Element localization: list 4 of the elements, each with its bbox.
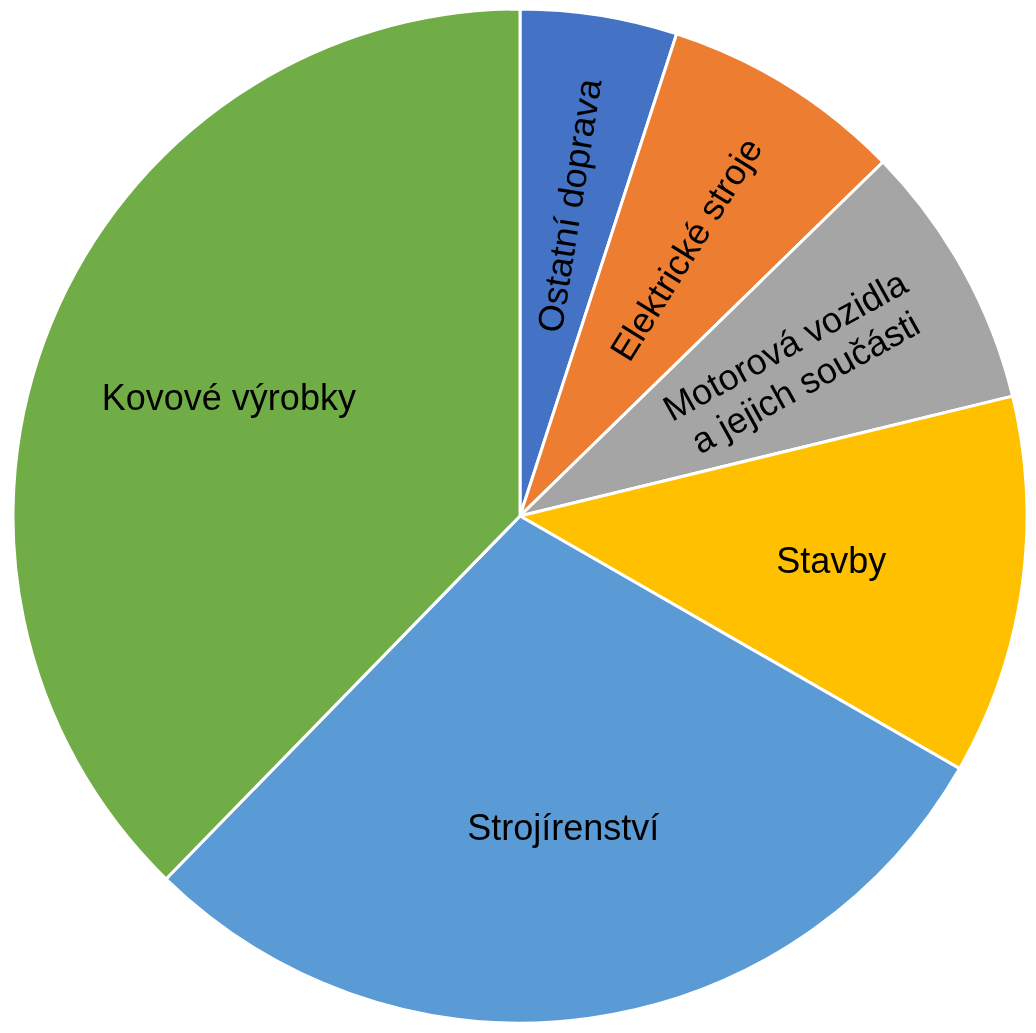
slice-label: Ostatní doprava [528, 74, 610, 336]
slice-label: Strojírenství [467, 806, 660, 848]
slice-label: Stavby [776, 539, 887, 581]
slice-label: Kovové výrobky [101, 377, 356, 419]
